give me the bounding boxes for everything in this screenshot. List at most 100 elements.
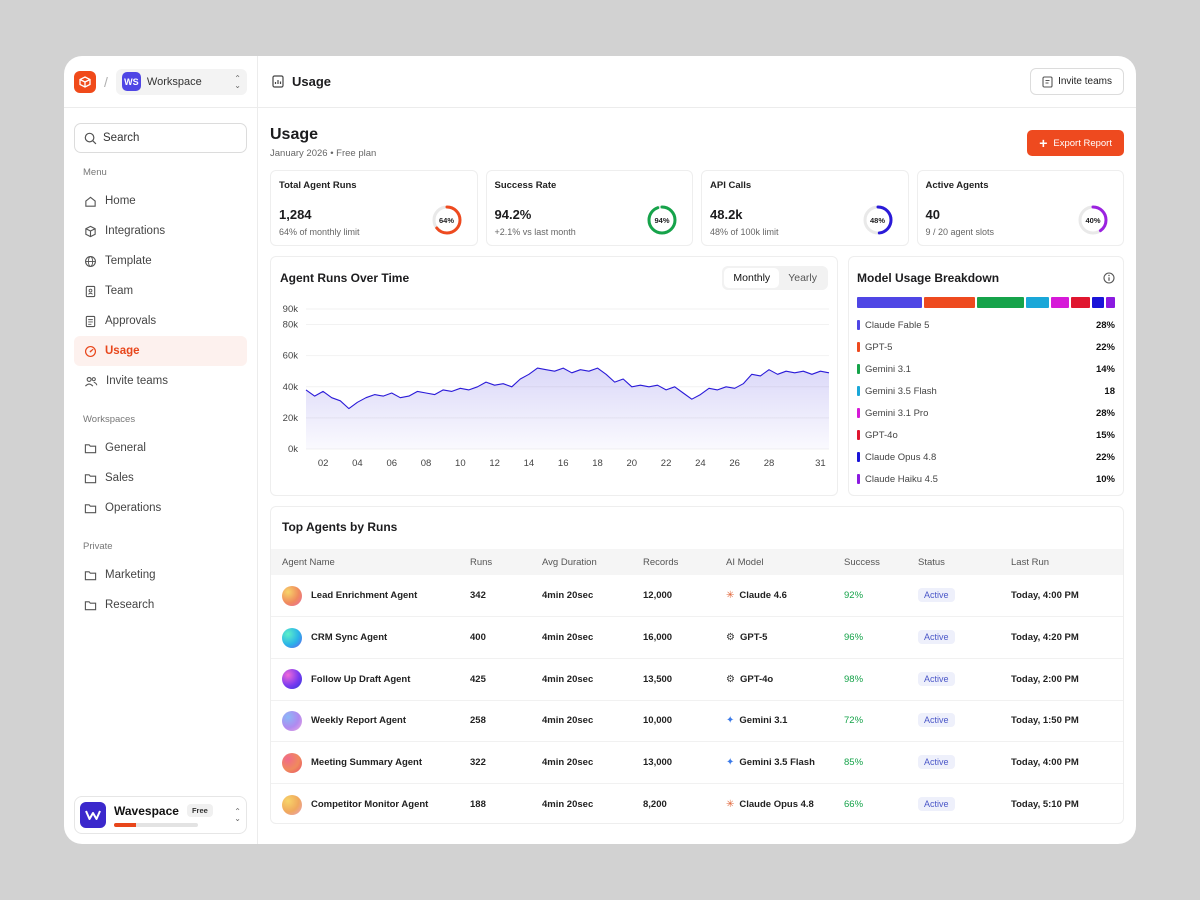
agent-avatar [282,710,302,731]
sidebar-item-marketing[interactable]: Marketing [74,560,247,590]
sidebar-item-sales[interactable]: Sales [74,463,247,493]
data-point [536,367,539,370]
agent-runs: 425 [470,658,542,701]
toggle-yearly[interactable]: Yearly [788,272,817,284]
model-legend-item: Gemini 3.5 Flash 18 [857,380,1115,402]
status-badge: Active [918,630,955,645]
col-avg-duration[interactable]: Avg Duration [542,549,643,575]
data-point [305,388,308,391]
col-ai-model[interactable]: AI Model [726,549,844,575]
sidebar-item-integrations[interactable]: Integrations [74,216,247,246]
data-point [510,385,513,388]
agent-name[interactable]: Lead Enrichment Agent [311,590,418,602]
legend-swatch [857,364,860,374]
model-share: 22% [1095,451,1115,463]
sidebar-item-usage[interactable]: Usage [74,336,247,366]
stat-value: 1,284 [279,207,312,222]
data-point [596,367,599,370]
agent-success: 72% [844,700,918,743]
stat-note: 9 / 20 agent slots [925,227,995,237]
export-report-button[interactable]: + Export Report [1027,130,1124,156]
model-share: 28% [1095,407,1115,419]
table-row[interactable]: CRM Sync Agent 400 4min 20sec 16,000 ⚙ GPT-5 9… [271,616,1123,659]
stacked-bar-segment [1092,297,1104,308]
info-icon[interactable] [1103,272,1115,284]
sidebar-item-invite-teams[interactable]: Invite teams [74,366,247,396]
y-tick-label: 20k [283,413,299,424]
model-name: Claude Haiku 4.5 [865,473,938,485]
stat-value: 94.2% [494,207,532,222]
folder-icon [84,443,97,453]
agent-model: Gemini 3.1 [739,715,788,727]
workspace-switcher[interactable]: WS Workspace ⌃ ⌄ [115,68,247,95]
col-runs[interactable]: Runs [470,549,542,575]
account-switcher[interactable]: Wavespace Free ⌃ ⌄ [74,796,247,834]
data-point [587,370,590,373]
data-point [639,384,642,387]
table-row[interactable]: Follow Up Draft Agent 425 4min 20sec 13,500… [271,658,1123,701]
agent-name[interactable]: Follow Up Draft Agent [311,673,411,685]
sidebar-item-label: Sales [105,472,134,484]
menu-section-label: Menu [83,167,107,178]
status-badge: Active [918,588,955,603]
globe-icon [85,255,96,267]
model-share: 10% [1095,473,1115,485]
agent-name[interactable]: CRM Sync Agent [311,632,388,644]
agent-name[interactable]: Meeting Summary Agent [311,757,423,769]
agent-runs: 342 [470,575,542,618]
openai-icon: ⚙ [726,632,735,644]
agent-name[interactable]: Competitor Monitor Agent [311,799,429,811]
agent-name[interactable]: Weekly Report Agent [311,715,407,727]
agent-last-run: Today, 4:00 PM [1011,741,1123,784]
sidebar: / WS Workspace ⌃⌄ Menu Home Integrations… [64,56,258,844]
data-point [759,374,762,377]
plan-badge: Free [186,804,213,817]
invite-teams-button[interactable]: Invite teams [1030,68,1124,95]
table-row[interactable]: Weekly Report Agent 258 4min 20sec 10,000 ✦ G… [271,700,1123,743]
stat-value: 40 [925,207,940,222]
model-name: GPT-4o [865,429,898,441]
data-point [485,381,488,384]
col-status[interactable]: Status [918,549,1011,575]
sidebar-item-template[interactable]: Template [74,246,247,276]
sidebar-item-home[interactable]: Home [74,186,247,216]
x-tick-label: 20 [627,458,638,469]
data-point [682,392,685,395]
stacked-bar-segment [1050,297,1070,308]
table-row[interactable]: Meeting Summary Agent 322 4min 20sec 13,000… [271,741,1123,784]
toggle-monthly[interactable]: Monthly [724,268,780,288]
top-bar: Usage Invite teams [258,56,1136,108]
col-records[interactable]: Records [643,549,726,575]
data-point [785,370,788,373]
folder-icon [84,570,97,580]
search-input[interactable] [103,132,233,144]
app-logo-icon[interactable] [74,70,96,93]
stat-card-active-agents: Active Agents 40 9 / 20 agent slots 40% [916,170,1124,246]
progress-ring-label: 64% [438,215,454,225]
gemini-icon: ✦ [726,757,735,769]
data-point [819,370,822,373]
table-row[interactable]: Lead Enrichment Agent 342 4min 20sec 12,000… [271,575,1123,618]
cube-icon [85,225,96,237]
agent-avatar [282,585,302,606]
sidebar-item-research[interactable]: Research [74,590,247,620]
x-tick-label: 14 [524,458,535,469]
data-point [519,378,522,381]
sidebar-item-operations[interactable]: Operations [74,493,247,523]
sidebar-item-team[interactable]: Team [74,276,247,306]
search-box[interactable] [74,123,247,153]
table-header-row: Agent Name Runs Avg Duration Records AI … [271,549,1123,575]
col-success[interactable]: Success [844,549,918,575]
runs-area-chart: 0k 20k 40k 60k 80k 90k 02 04 06 08 10 12 14 16 18 20 22 2… [283,304,830,469]
agent-records: 12,000 [643,575,726,618]
col-agent-name[interactable]: Agent Name [271,549,470,575]
y-tick-label: 40k [283,382,299,393]
table-row[interactable]: Competitor Monitor Agent 188 4min 20sec 8,2… [271,783,1123,825]
sidebar-item-general[interactable]: General [74,433,247,463]
sidebar-item-label: Home [105,195,136,207]
sidebar-item-approvals[interactable]: Approvals [74,306,247,336]
col-last-run[interactable]: Last Run [1011,549,1123,575]
status-badge: Active [918,671,955,686]
model-breakdown-card: Model Usage Breakdown Claude Fable 5 28% G… [848,256,1124,496]
progress-ring: 64% [431,204,463,236]
